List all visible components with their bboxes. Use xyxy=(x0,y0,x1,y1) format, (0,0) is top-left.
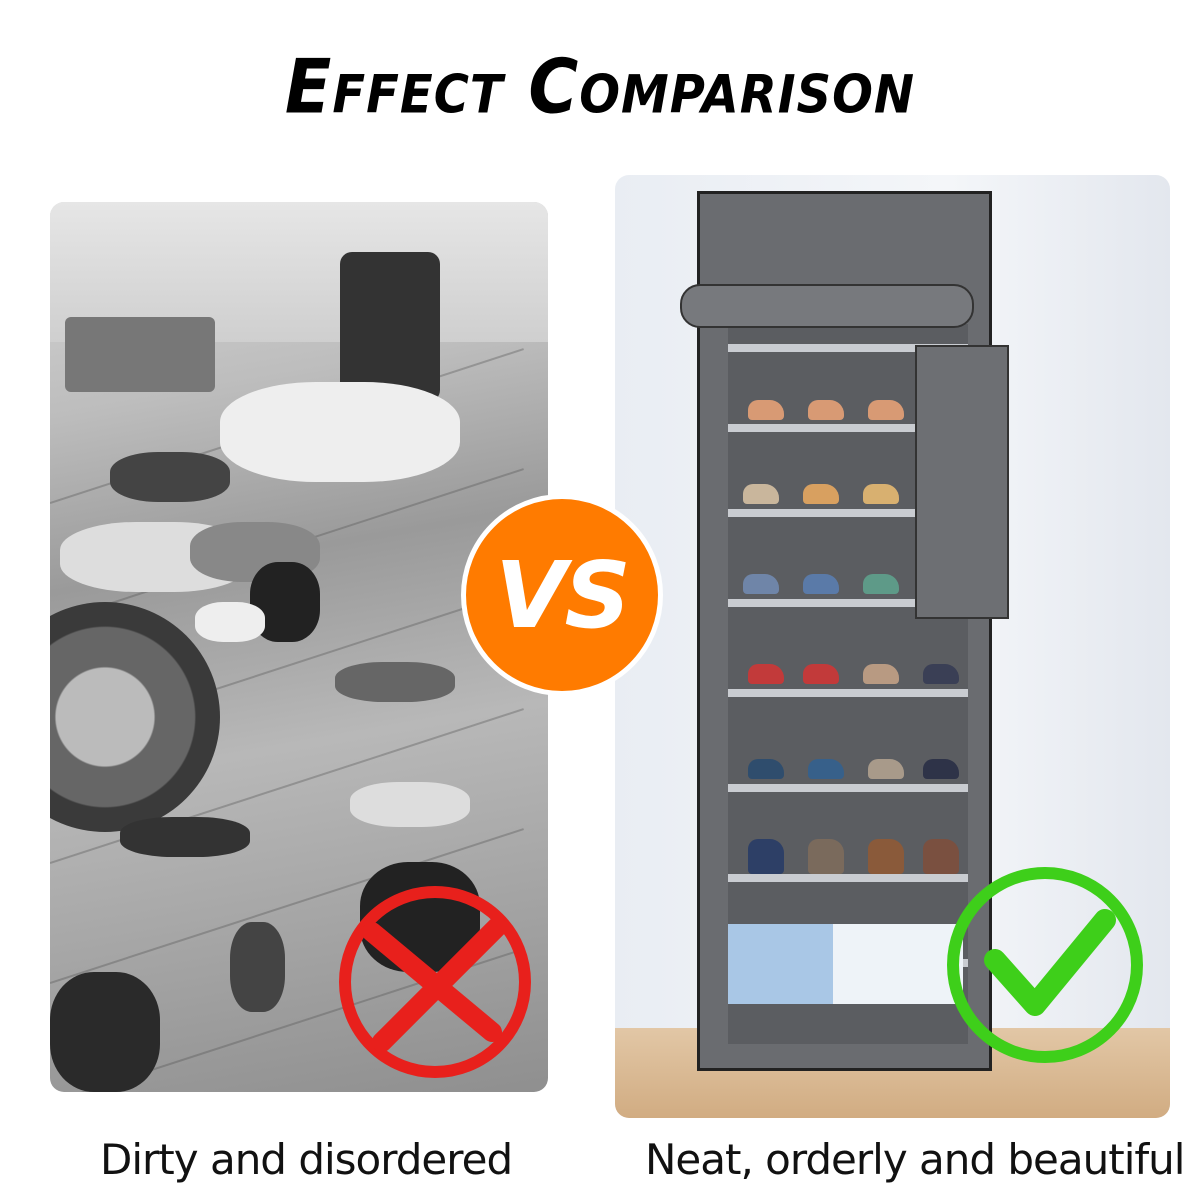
rolled-cover xyxy=(680,284,974,328)
messy-floor-photo xyxy=(50,202,548,1092)
green-check-circle-icon xyxy=(947,867,1143,1063)
shoe-rack-photo xyxy=(615,175,1170,1118)
page-title: Effect Comparison xyxy=(284,44,916,131)
round-rug xyxy=(50,602,220,832)
right-caption: Neat, orderly and beautiful xyxy=(645,1135,1185,1184)
left-caption: Dirty and disordered xyxy=(100,1135,513,1184)
vs-badge: VS xyxy=(461,494,663,696)
red-x-circle-icon xyxy=(339,886,531,1078)
side-pocket xyxy=(915,345,1009,619)
